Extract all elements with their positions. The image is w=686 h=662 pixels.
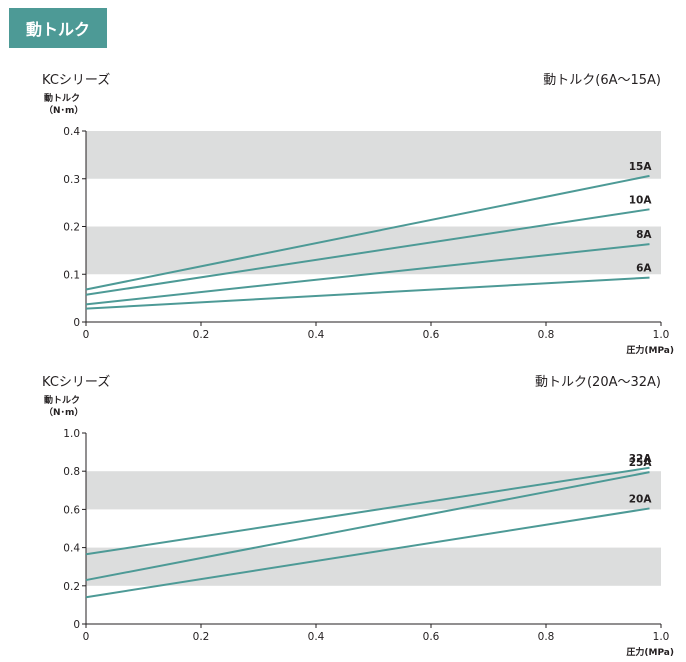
series-line-6a [85,276,650,310]
y-tick-label: 0.2 [63,222,80,234]
x-tick-label: 1.0 [653,329,670,341]
y-axis-unit: （N･m） [44,407,83,418]
torque-chart-large: KCシリーズ 動トルク(20A〜32A) 動トルク（N･m） 0 0.2 0.4 0.6 0.… [42,374,674,658]
x-tick-label: 1.0 [653,631,670,643]
series-label-25a: 25A [629,457,653,469]
series-label-6a: 6A [636,263,652,275]
y-tick-label: 0.8 [63,466,80,478]
y-tick-label: 0.2 [63,581,80,593]
y-tick-label: 0 [73,619,80,631]
x-tick-label: 0.4 [308,631,325,643]
y-tick-label: 0.6 [63,504,80,516]
x-tick-label: 0.2 [193,631,210,643]
series-line-8a [85,243,650,306]
torque-chart-small: KCシリーズ 動トルク(6A〜15A) 動トルク（N･m） 0 0.1 0.2 0.3 0.4… [42,72,674,356]
series-line-10a [85,208,650,296]
series-label-10a: 10A [629,194,653,206]
y-axis-unit: （N･m） [44,105,83,116]
x-tick-label: 0.2 [193,329,210,341]
series-label-20a: 20A [629,493,653,505]
chart-subtitle: 動トルク(20A〜32A) [535,375,661,390]
y-tick-label: 0.4 [63,543,80,555]
chart-subtitle: 動トルク(6A〜15A) [543,73,661,88]
series-line-20a [85,507,650,599]
x-tick-label: 0.4 [308,329,325,341]
series-line-25a [85,471,650,582]
y-tick-label: 1.0 [63,428,80,440]
series-label-32a: 32A [629,453,653,465]
series-line-32a [85,466,650,556]
x-axis-label: 圧力(MPa) [626,344,674,356]
x-axis-label: 圧力(MPa) [626,646,674,658]
y-axis-label: 動トルク [44,92,80,104]
y-tick-label: 0 [73,317,80,329]
series-label-15a: 15A [629,161,653,173]
x-tick-label: 0.6 [423,631,440,643]
x-tick-label: 0.8 [538,631,555,643]
series-line-15a [85,174,650,291]
section-title: 動トルク [25,20,90,39]
grid-band [86,471,661,510]
x-tick-label: 0.8 [538,329,555,341]
y-axis-label: 動トルク [44,394,80,406]
y-tick-label: 0.1 [63,269,80,281]
x-tick-label: 0 [83,329,90,341]
x-tick-label: 0 [83,631,90,643]
chart-title: KCシリーズ [42,72,110,88]
section-header: 動トルク [9,8,107,48]
chart-title: KCシリーズ [42,374,110,390]
y-tick-label: 0.3 [63,174,80,186]
series-label-8a: 8A [636,229,652,241]
grid-band [86,547,661,586]
x-tick-label: 0.6 [423,329,440,341]
grid-band [86,131,661,179]
y-tick-label: 0.4 [63,126,80,138]
